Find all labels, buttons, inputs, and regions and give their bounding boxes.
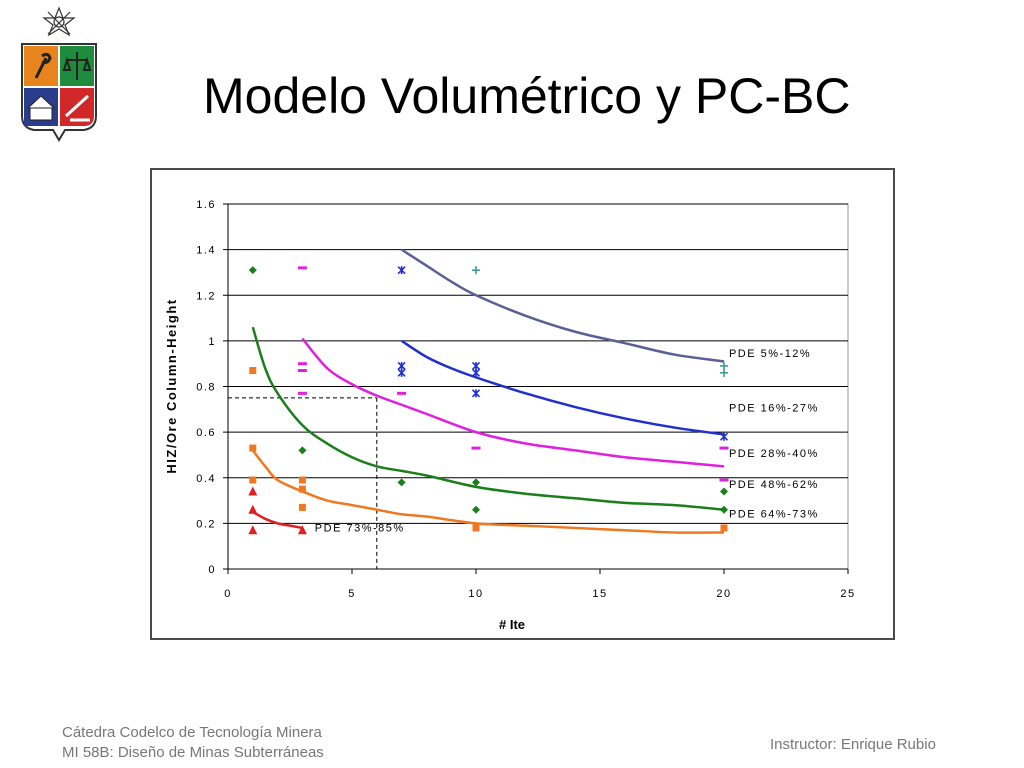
y-tick-label: 1.4	[196, 245, 216, 257]
diamond-marker	[248, 266, 257, 275]
series-label: PDE 73%-85%	[315, 522, 405, 534]
dash-marker	[719, 446, 729, 450]
triangle-marker	[248, 525, 258, 535]
series-label: PDE 64%-73%	[729, 509, 819, 521]
diamond-marker	[472, 478, 480, 487]
x-axis-title: # Ite	[499, 617, 525, 632]
y-tick-label: 0.8	[196, 382, 216, 394]
scales-icon	[62, 52, 92, 80]
series-curve	[400, 339, 725, 436]
plus-marker	[720, 368, 728, 377]
series-curves	[251, 248, 725, 534]
square-marker	[249, 444, 257, 452]
y-tick-label: 0.6	[196, 427, 216, 439]
square-marker	[298, 503, 306, 511]
x-tick-label: 20	[716, 588, 731, 600]
chart: 0 0.2 0.4 0.6 0.8 1 1.2 1.4 1.6 0 5 10 15 20 25 PDE 5%…	[164, 199, 855, 632]
reference-lines	[228, 397, 378, 569]
square-marker	[472, 524, 480, 532]
square-marker	[298, 485, 306, 493]
data-markers	[248, 266, 729, 535]
x-tick-label: 0	[224, 588, 232, 600]
diamond-marker	[720, 505, 728, 514]
y-axis-title: HIZ/Ore Column-Height	[164, 298, 179, 473]
square-marker	[720, 524, 728, 532]
plus-marker	[472, 266, 480, 275]
y-tick-label: 0	[208, 564, 216, 576]
star-marker	[397, 368, 406, 377]
x-tick-label: 15	[592, 588, 607, 600]
star-marker	[397, 266, 406, 275]
shield-icon	[21, 43, 97, 142]
x-tick-label: 25	[840, 588, 855, 600]
square-marker	[249, 476, 257, 484]
series-curve	[252, 510, 303, 530]
university-logo	[21, 6, 97, 142]
footer-instructor: Instructor: Enrique Rubio	[770, 736, 936, 753]
square-marker	[298, 476, 306, 484]
series-labels: PDE 5%-12% PDE 16%-27% PDE 28%-40% PDE 48%-…	[315, 348, 819, 535]
dash-marker	[397, 391, 407, 395]
pen-icon	[64, 94, 90, 122]
series-curve	[251, 326, 725, 511]
torch-icon	[34, 52, 52, 79]
star-marker	[719, 432, 729, 441]
dash-marker	[297, 391, 307, 395]
y-tick-label: 0.2	[196, 518, 216, 530]
star-marker	[471, 368, 481, 377]
series-curve	[301, 337, 725, 468]
slide-title: Modelo Volumétrico y PC-BC	[203, 68, 851, 124]
star-marker	[397, 361, 406, 371]
diamond-marker	[472, 505, 480, 514]
series-label: PDE 28%-40%	[729, 448, 819, 460]
square-marker	[249, 367, 257, 375]
series-label: PDE 48%-62%	[729, 479, 819, 491]
diamond-marker	[397, 478, 406, 487]
temple-icon	[26, 95, 56, 121]
y-tick-label: 0.4	[196, 473, 216, 485]
star-marker	[471, 361, 481, 371]
triangle-marker	[248, 486, 258, 496]
y-tick-label: 1.2	[196, 290, 216, 302]
gridlines	[228, 203, 848, 524]
dash-marker	[297, 266, 307, 270]
axes: 0 0.2 0.4 0.6 0.8 1 1.2 1.4 1.6 0 5 10 15 20 25	[196, 199, 855, 600]
star-marker	[471, 389, 481, 398]
x-tick-label: 10	[468, 588, 483, 600]
dash-marker	[297, 362, 307, 366]
footer-course-line: Cátedra Codelco de Tecnología Minera	[62, 724, 322, 741]
series-label: PDE 5%-12%	[729, 348, 811, 360]
series-label: PDE 16%-27%	[729, 403, 819, 415]
star-emblem-icon	[42, 6, 76, 37]
triangle-marker	[248, 504, 258, 514]
x-tick-label: 5	[348, 588, 356, 600]
y-tick-label: 1.6	[196, 199, 216, 211]
dash-marker	[719, 478, 729, 482]
plus-marker	[720, 361, 728, 370]
dash-marker	[471, 446, 481, 450]
triangle-marker	[297, 525, 307, 535]
chart-panel: 0 0.2 0.4 0.6 0.8 1 1.2 1.4 1.6 0 5 10 15 20 25 PDE 5%…	[150, 168, 895, 640]
y-tick-label: 1	[208, 336, 216, 348]
footer-subject-line: MI 58B: Diseño de Minas Subterráneas	[62, 744, 324, 761]
series-curve	[400, 248, 725, 363]
dash-marker	[297, 369, 307, 373]
series-curve	[251, 449, 725, 534]
diamond-marker	[298, 446, 307, 455]
diamond-marker	[720, 487, 728, 496]
